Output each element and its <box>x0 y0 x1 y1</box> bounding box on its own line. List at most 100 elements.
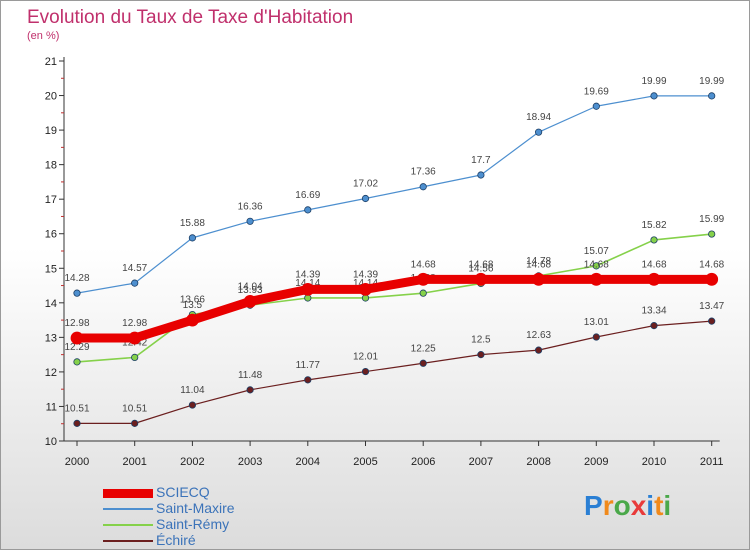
data-point <box>532 272 545 286</box>
data-point <box>534 346 543 354</box>
data-point <box>416 272 430 286</box>
y-tick-label: 21 <box>45 56 57 68</box>
data-point <box>708 92 716 100</box>
y-tick-label: 10 <box>45 436 57 448</box>
legend-swatch <box>103 488 153 498</box>
data-point <box>131 353 139 361</box>
y-tick-label: 11 <box>46 401 57 413</box>
y-tick-label: 16 <box>45 229 57 241</box>
data-label: 16.69 <box>295 190 320 201</box>
data-point <box>477 171 485 179</box>
data-label: 14.68 <box>411 259 436 270</box>
data-point <box>592 262 600 270</box>
x-tick-label: 2000 <box>65 456 89 468</box>
data-label: 16.36 <box>238 201 263 212</box>
data-label: 13.47 <box>699 301 724 312</box>
data-label: 11.48 <box>238 370 263 381</box>
data-label: 13.34 <box>641 306 666 317</box>
data-point <box>705 272 719 286</box>
x-tick-label: 2002 <box>180 456 204 468</box>
data-label: 12.29 <box>64 342 89 353</box>
data-label: 17.36 <box>411 167 436 178</box>
data-label: 14.68 <box>699 259 724 270</box>
data-label: 17.7 <box>471 155 491 166</box>
y-tick-label: 18 <box>45 160 57 172</box>
x-tick-label: 2005 <box>353 456 377 468</box>
data-label: 15.88 <box>180 218 205 229</box>
data-point <box>708 230 716 238</box>
y-tick-label: 12 <box>45 367 57 379</box>
data-point <box>589 272 603 286</box>
data-label: 12.5 <box>471 335 491 346</box>
x-tick-label: 2006 <box>411 456 435 468</box>
legend-label: SCIECQ <box>156 484 210 500</box>
legend-label: Échiré <box>156 532 196 548</box>
legend-label: Saint-Rémy <box>156 516 230 532</box>
data-label: 14.39 <box>295 269 320 280</box>
data-label: 12.98 <box>122 318 147 329</box>
legend-swatch <box>103 524 153 526</box>
data-label: 14.39 <box>353 269 378 280</box>
line-chart: 10 11 12 13 14 15 16 17 18 19 20 21 2000 2001 2002 2003… <box>45 56 725 468</box>
data-label: 12.63 <box>526 330 551 341</box>
data-label: 14.68 <box>641 259 666 270</box>
data-point <box>188 401 196 409</box>
y-tick-label: 13 <box>45 332 57 344</box>
series-line-3 <box>77 320 712 424</box>
legend-label: Saint-Maxire <box>156 500 235 516</box>
data-label: 15.99 <box>699 214 724 225</box>
data-label: 14.68 <box>468 259 493 270</box>
data-point <box>592 333 600 341</box>
data-label: 14.57 <box>122 263 147 274</box>
data-point <box>246 386 254 394</box>
x-tick-label: 2004 <box>296 456 320 468</box>
data-label: 19.69 <box>584 86 609 97</box>
logo-letter: o <box>613 490 631 521</box>
x-tick-label: 2010 <box>642 456 666 468</box>
data-label: 17.02 <box>353 178 378 189</box>
data-point <box>188 234 196 242</box>
data-point <box>301 282 315 296</box>
data-point <box>650 92 658 100</box>
data-point <box>246 217 254 225</box>
x-tick-label: 2007 <box>469 456 493 468</box>
data-point <box>359 282 372 296</box>
data-point <box>647 272 661 286</box>
data-point <box>73 419 81 427</box>
chart-title: Evolution du Taux de Taxe d'Habitation <box>27 7 354 28</box>
data-label: 14.68 <box>584 259 609 270</box>
logo-letter: i <box>663 490 672 521</box>
data-label: 14.04 <box>238 281 263 292</box>
logo-letter: r <box>602 490 614 521</box>
y-tick-label: 19 <box>45 125 57 137</box>
data-label: 14.68 <box>526 259 551 270</box>
data-point <box>304 206 312 214</box>
data-label: 13.93 <box>238 285 263 296</box>
data-point <box>73 358 81 366</box>
data-label: 12.01 <box>353 352 378 363</box>
logo-letter: t <box>654 490 664 521</box>
data-point <box>474 272 488 286</box>
data-point <box>128 331 142 345</box>
data-point <box>650 236 658 244</box>
logo-letter: x <box>630 490 647 521</box>
data-point <box>304 376 312 384</box>
data-label: 13.66 <box>180 295 205 306</box>
x-tick-label: 2011 <box>700 456 724 468</box>
data-point <box>73 289 81 297</box>
data-label: 18.94 <box>526 112 551 123</box>
data-label: 12.98 <box>64 318 89 329</box>
data-label: 19.99 <box>641 76 666 87</box>
data-point <box>243 295 257 308</box>
legend-swatch <box>103 540 153 542</box>
y-tick-label: 14 <box>45 298 57 310</box>
data-label: 14.56 <box>468 263 493 274</box>
data-point <box>131 419 139 427</box>
data-label: 11.77 <box>296 360 321 371</box>
data-point <box>131 279 139 287</box>
data-point <box>708 317 716 325</box>
legend-swatch <box>103 508 153 510</box>
data-point <box>477 351 485 359</box>
data-point <box>419 289 427 297</box>
